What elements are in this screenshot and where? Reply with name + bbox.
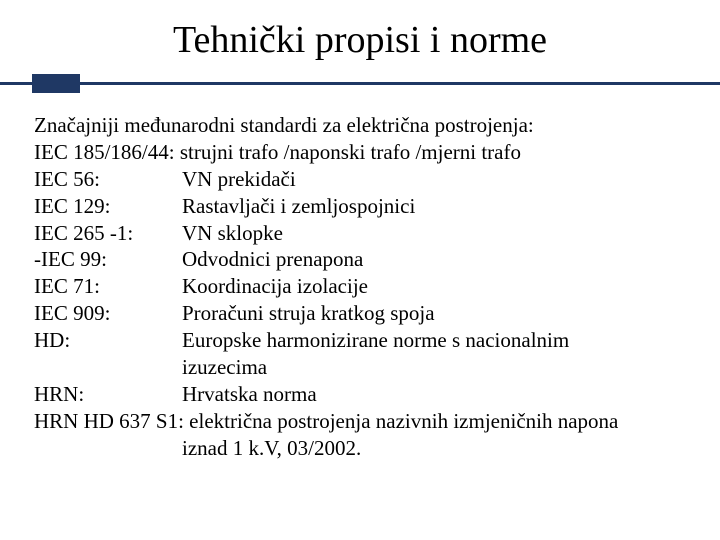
standard-row: -IEC 99: Odvodnici prenapona [34,246,686,273]
title-rule [0,74,720,94]
hrn-hd-line2: iznad 1 k.V, 03/2002. [34,435,686,462]
hrn-hd-line1: HRN HD 637 S1: električna postrojenja na… [34,408,686,435]
standard-row: IEC 909: Proračuni struja kratkog spoja [34,300,686,327]
standard-desc: Hrvatska norma [182,381,686,408]
standard-desc: Proračuni struja kratkog spoja [182,300,686,327]
body-text: Značajniji međunarodni standardi za elek… [0,112,720,461]
standard-code: IEC 71: [34,273,182,300]
slide-title: Tehnički propisi i norme [0,0,720,74]
intro-line: Značajniji međunarodni standardi za elek… [34,112,686,139]
standard-row: IEC 265 -1: VN sklopke [34,220,686,247]
standard-desc: VN sklopke [182,220,686,247]
standard-desc: Europske harmonizirane norme s nacionaln… [182,327,686,354]
standard-row: HD: Europske harmonizirane norme s nacio… [34,327,686,354]
standard-desc: VN prekidači [182,166,686,193]
standard-code: HRN: [34,381,182,408]
standard-row: IEC 56: VN prekidači [34,166,686,193]
standard-code: IEC 909: [34,300,182,327]
standard-desc: Rastavljači i zemljospojnici [182,193,686,220]
hd-continuation: izuzecima [34,354,686,381]
standard-code: IEC 129: [34,193,182,220]
standard-desc: Odvodnici prenapona [182,246,686,273]
standard-code: IEC 265 -1: [34,220,182,247]
standard-code: HD: [34,327,182,354]
standard-row: HRN: Hrvatska norma [34,381,686,408]
standard-code: -IEC 99: [34,246,182,273]
rule-accent-box [32,74,80,93]
standard-row: IEC 71: Koordinacija izolacije [34,273,686,300]
slide: Tehnički propisi i norme Značajniji među… [0,0,720,540]
rule-line [0,82,720,85]
standard-row: IEC 129: Rastavljači i zemljospojnici [34,193,686,220]
standard-desc: Koordinacija izolacije [182,273,686,300]
iec-185-line: IEC 185/186/44: strujni trafo /naponski … [34,139,686,166]
standard-code: IEC 56: [34,166,182,193]
